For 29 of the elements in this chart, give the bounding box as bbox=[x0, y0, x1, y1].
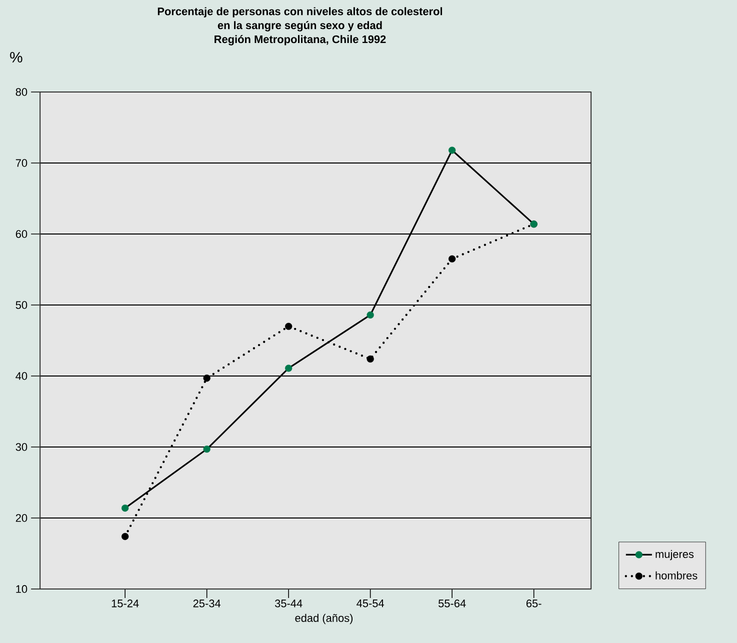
point bbox=[366, 355, 374, 363]
y-tick-label: 10 bbox=[16, 585, 28, 593]
y-tick-label: 30 bbox=[16, 443, 28, 451]
point bbox=[203, 374, 210, 382]
point bbox=[366, 311, 374, 319]
x-tick-label: 45-54 bbox=[356, 600, 384, 608]
point bbox=[448, 255, 456, 262]
y-tick-label: 40 bbox=[16, 372, 28, 380]
y-tick-label: 20 bbox=[16, 514, 28, 522]
y-tick-label: 70 bbox=[16, 159, 28, 167]
x-tick-label: 25-34 bbox=[193, 600, 221, 608]
legend-label: hombres bbox=[656, 571, 698, 580]
chart-title: Porcentaje de personas con niveles altos de colesterol en la sangre según sexo y edad Región Metropolitana, Chile 1992 bbox=[158, 7, 442, 46]
x-tick-label: 15-24 bbox=[112, 600, 139, 608]
legend-label: mujeres bbox=[656, 550, 694, 560]
point bbox=[122, 532, 129, 540]
point bbox=[448, 146, 456, 154]
y-tick-label: 80 bbox=[16, 88, 28, 96]
x-axis-title: edad (años) bbox=[295, 614, 353, 624]
y-axis-title: % bbox=[10, 52, 22, 62]
point bbox=[285, 364, 292, 372]
point bbox=[122, 504, 129, 512]
point bbox=[285, 322, 292, 330]
y-tick-label: 50 bbox=[16, 301, 28, 309]
x-tick-label: 65- bbox=[526, 600, 542, 608]
y-tick-label: 60 bbox=[16, 230, 28, 238]
x-tick-label: 55-64 bbox=[438, 600, 466, 608]
point bbox=[203, 446, 210, 453]
x-tick-label: 35-44 bbox=[274, 600, 302, 608]
